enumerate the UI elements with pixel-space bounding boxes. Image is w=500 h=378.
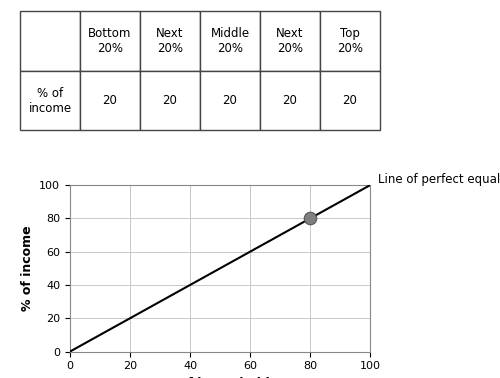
Y-axis label: % of income: % of income bbox=[20, 226, 34, 311]
Text: Line of perfect equality: Line of perfect equality bbox=[378, 173, 500, 186]
X-axis label: % of households: % of households bbox=[162, 377, 278, 378]
